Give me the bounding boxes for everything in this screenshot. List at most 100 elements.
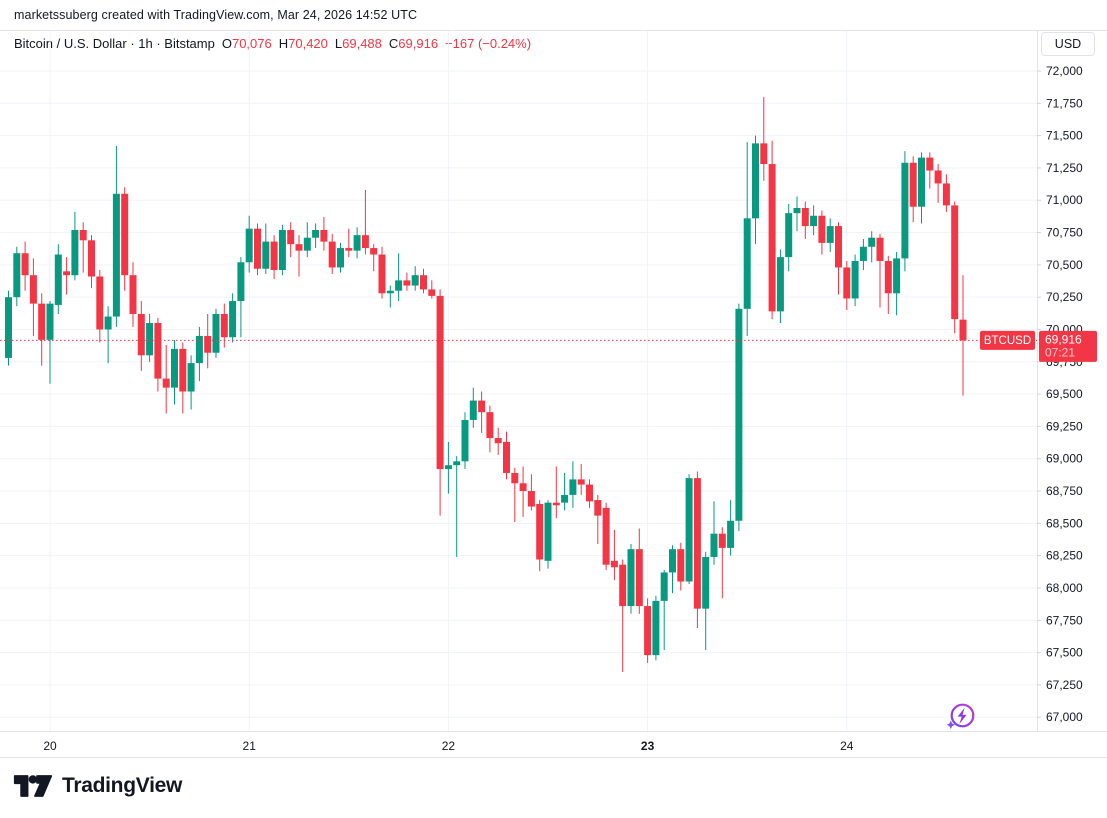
candle (428, 289, 436, 296)
candle (851, 260, 859, 299)
candle (112, 193, 120, 317)
candle (918, 157, 925, 207)
symbol-title: Bitcoin / U.S. Dollar · 1h · Bitstamp (14, 36, 215, 51)
candle (627, 549, 635, 607)
candle (386, 290, 394, 294)
candle (818, 215, 826, 243)
price-axis-label: 69,000 (1046, 452, 1083, 466)
price-axis-label: 70,250 (1046, 290, 1083, 304)
candle (951, 205, 959, 320)
candle (353, 235, 361, 251)
candle (121, 193, 129, 276)
candle (586, 484, 593, 502)
price-axis-label: 69,250 (1046, 419, 1083, 433)
candle (677, 549, 685, 582)
candle (527, 491, 535, 507)
candle (876, 237, 884, 261)
price-axis-label: 71,500 (1046, 129, 1083, 143)
candle (204, 335, 212, 353)
candle (610, 560, 618, 568)
currency-button[interactable]: USD (1041, 32, 1095, 56)
candle (511, 472, 519, 484)
candle (486, 412, 494, 439)
price-axis-label: 68,750 (1046, 484, 1083, 498)
attribution-bar: marketssuberg created with TradingView.c… (14, 8, 418, 22)
candle (868, 237, 876, 247)
candle (212, 313, 220, 353)
candle (270, 241, 278, 271)
candle (859, 246, 867, 261)
candle (727, 520, 735, 548)
price-axis-label: 67,000 (1046, 710, 1083, 724)
candle (328, 241, 336, 268)
candle (453, 461, 461, 466)
candle (162, 378, 170, 388)
candle (287, 229, 295, 245)
candle (801, 207, 809, 227)
candle (345, 248, 353, 251)
price-axis-label: 67,250 (1046, 678, 1083, 692)
candle (54, 254, 62, 305)
candle (444, 465, 452, 470)
tradingview-logo[interactable]: TradingView (13, 774, 182, 798)
high-value: 70,420 (288, 36, 328, 51)
tradingview-logo-text: TradingView (62, 774, 183, 797)
open-value: 70,076 (231, 36, 272, 51)
candle (901, 162, 909, 259)
price-axis-label: 71,000 (1046, 193, 1083, 207)
candle (361, 235, 369, 249)
candle (411, 275, 419, 286)
candle (154, 323, 162, 379)
candle (602, 507, 610, 565)
candle (378, 254, 386, 294)
candle (785, 213, 793, 258)
price-axis-label: 67,750 (1046, 613, 1083, 627)
candle (710, 533, 718, 557)
candle (229, 301, 237, 338)
bar-countdown: 07:21 (1045, 345, 1075, 359)
price-axis-label: 68,500 (1046, 516, 1083, 530)
candle (693, 478, 701, 609)
candle (254, 228, 261, 269)
candle (519, 483, 527, 492)
symbol-price-badge-text: BTCUSD (984, 335, 1031, 347)
candle (843, 267, 851, 299)
candle (752, 143, 759, 219)
candle (195, 335, 203, 364)
candle (146, 323, 154, 356)
candle (552, 502, 560, 506)
candle (835, 226, 842, 268)
lightning-icon[interactable] (945, 701, 977, 733)
time-axis-label: 24 (840, 739, 854, 753)
candle (536, 503, 544, 560)
candle (436, 295, 444, 470)
price-chart-canvas[interactable]: 67,000 67,250 67,500 67,750 68,000 68,250 68,5… (0, 30, 1107, 762)
candle (262, 241, 270, 269)
low-value: 69,488 (342, 36, 382, 51)
candle (137, 313, 145, 356)
candle (220, 313, 228, 338)
tradingview-logo-icon (13, 775, 53, 797)
price-axis-label: 69,500 (1046, 387, 1083, 401)
candle (561, 494, 569, 503)
candle (569, 479, 577, 495)
candle (760, 143, 768, 165)
candle (337, 248, 344, 268)
candle (544, 502, 552, 561)
candle (942, 183, 950, 206)
high-label: H (278, 36, 289, 51)
candle (826, 226, 834, 243)
candle (104, 316, 112, 330)
candle (644, 606, 652, 656)
candle (96, 276, 104, 330)
price-axis-label: 70,750 (1046, 226, 1083, 240)
symbol-price-badge (980, 330, 1035, 350)
candle (685, 478, 693, 582)
price-axis-label: 71,750 (1046, 96, 1083, 110)
candle (793, 207, 801, 214)
candle (776, 257, 784, 312)
price-axis-label: 70,500 (1046, 258, 1083, 272)
candle (320, 229, 328, 242)
candle (768, 164, 776, 312)
